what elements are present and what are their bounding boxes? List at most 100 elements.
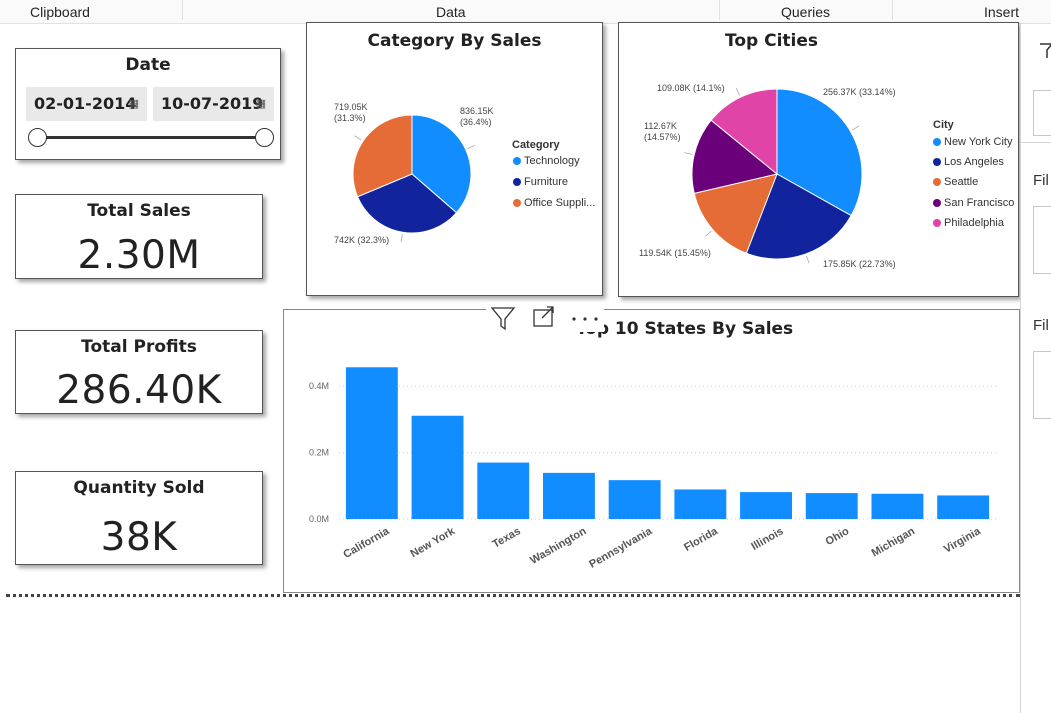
kpi-card-total-profits[interactable]: Total Profits 286.40K xyxy=(15,330,263,414)
leader-line xyxy=(467,145,475,150)
x-tick-label: Ohio xyxy=(824,525,852,548)
data-label: 175.85K (22.73%) xyxy=(823,259,896,269)
focus-mode-icon[interactable] xyxy=(533,306,554,327)
filter-drop-well[interactable] xyxy=(1033,206,1051,274)
bar-california[interactable] xyxy=(345,367,398,519)
filter-icon[interactable] xyxy=(1021,36,1051,76)
filter-drop-well[interactable] xyxy=(1033,351,1051,419)
bar-illinois[interactable] xyxy=(740,492,793,519)
bar-michigan[interactable] xyxy=(871,493,924,519)
legend-item[interactable]: San Francisco xyxy=(933,197,1014,209)
ribbon-group-queries[interactable]: Queries xyxy=(781,4,831,20)
data-label: 742K (32.3%) xyxy=(334,235,390,245)
date-start-value: 02-01-2014 xyxy=(34,94,137,113)
visual-header-toolbar xyxy=(486,302,604,332)
data-label: 836.15K (36.4%) xyxy=(460,106,494,127)
legend-item[interactable]: New York City xyxy=(933,136,1012,148)
leader-line xyxy=(354,135,362,141)
bar-pennsylvania[interactable] xyxy=(608,480,661,519)
leader-line xyxy=(400,234,403,243)
top-states-bar-chart[interactable]: Top 10 States By Sales 0.0M 0.2M 0.4M Calif… xyxy=(283,309,1020,593)
date-end-value: 10-07-2019 xyxy=(161,94,264,113)
x-tick-label: Illinois xyxy=(749,525,785,553)
pie-slice-office-suppli[interactable] xyxy=(352,114,413,198)
calendar-icon[interactable]: ▦ xyxy=(255,97,266,110)
bar-texas[interactable] xyxy=(477,462,530,519)
ribbon-group-insert[interactable]: Insert xyxy=(984,4,1020,20)
bar-florida[interactable] xyxy=(674,489,727,519)
leader-line xyxy=(684,152,693,155)
legend-item[interactable]: Furniture xyxy=(513,176,568,188)
pie-slice-los-angeles[interactable] xyxy=(745,173,852,260)
filter-icon[interactable] xyxy=(490,307,516,331)
date-slider-track[interactable] xyxy=(38,136,264,139)
date-start-input[interactable]: 02-01-2014 ▦ xyxy=(26,87,147,121)
pie-slice-seattle[interactable] xyxy=(693,173,778,254)
legend-title: City xyxy=(933,119,954,131)
y-tick-label: 0.4M xyxy=(309,381,329,391)
category-by-sales-chart[interactable]: Category By Sales 836.15K (36.4%) 719.05K… xyxy=(306,22,603,296)
chart-title: Top 10 States By Sales xyxy=(575,319,794,339)
x-tick-label: Michigan xyxy=(870,525,918,559)
pie-slice-san-francisco[interactable] xyxy=(691,119,779,195)
x-tick-label: California xyxy=(341,525,392,561)
leader-line xyxy=(735,87,741,96)
pie-slice-philadelphia[interactable] xyxy=(710,88,778,176)
bar-virginia[interactable] xyxy=(937,495,990,519)
pane-divider xyxy=(1021,142,1051,143)
x-tick-label: Pennsylvania xyxy=(587,525,655,571)
date-slider-start-handle[interactable] xyxy=(28,128,47,147)
pie-slice-new-york-city[interactable] xyxy=(776,88,863,217)
bar-washington[interactable] xyxy=(542,472,595,519)
date-slider-end-handle[interactable] xyxy=(255,128,274,147)
data-label: 112.67K (14.57%) xyxy=(644,121,681,142)
bar-ohio[interactable] xyxy=(805,493,858,519)
x-tick-label: Texas xyxy=(490,525,522,551)
x-tick-label: Washington xyxy=(528,525,588,567)
filters-pane: Fil Fil xyxy=(1020,24,1051,713)
data-label: 119.54K (15.45%) xyxy=(639,248,711,258)
x-tick-label: New York xyxy=(409,525,458,560)
legend-item[interactable]: Philadelphia xyxy=(933,217,1004,229)
y-tick-label: 0.0M xyxy=(309,514,329,524)
chart-title: Category By Sales xyxy=(367,31,542,51)
leader-line xyxy=(806,255,810,264)
date-end-input[interactable]: 10-07-2019 ▦ xyxy=(153,87,274,121)
ribbon: Clipboard Data Queries Insert xyxy=(0,0,1051,24)
legend-item[interactable]: Office Suppli... xyxy=(513,197,595,209)
filter-label: Fil xyxy=(1033,172,1049,189)
legend-title: Category xyxy=(512,139,560,151)
kpi-label: Total Sales xyxy=(87,201,191,221)
cities-pie-svg xyxy=(684,87,863,264)
leader-line xyxy=(705,230,712,237)
filter-search-box[interactable] xyxy=(1033,90,1051,136)
kpi-value: 286.40K xyxy=(56,368,222,413)
kpi-value: 2.30M xyxy=(77,233,201,278)
states-bar-svg: 0.0M 0.2M 0.4M California New York Texas Washi… xyxy=(309,367,996,571)
pie-slice-technology[interactable] xyxy=(411,114,472,214)
legend-item[interactable]: Seattle xyxy=(933,176,978,188)
legend-item[interactable]: Technology xyxy=(513,155,580,167)
ribbon-group-clipboard[interactable]: Clipboard xyxy=(30,4,90,20)
pie-slice-furniture[interactable] xyxy=(356,173,458,234)
ribbon-group-data[interactable]: Data xyxy=(436,4,466,20)
x-tick-label: Florida xyxy=(682,525,721,554)
category-pie-svg xyxy=(352,114,475,243)
kpi-label: Quantity Sold xyxy=(73,478,205,498)
data-label: 256.37K (33.14%) xyxy=(823,87,896,97)
kpi-card-total-sales[interactable]: Total Sales 2.30M xyxy=(15,194,263,279)
legend-item[interactable]: Los Angeles xyxy=(933,156,1004,168)
date-slicer[interactable]: Date 02-01-2014 ▦ 10-07-2019 ▦ xyxy=(15,48,281,160)
bar-new-york[interactable] xyxy=(411,415,464,519)
more-options-icon[interactable] xyxy=(572,317,598,321)
leader-line xyxy=(851,125,860,131)
kpi-label: Total Profits xyxy=(81,337,197,357)
calendar-icon[interactable]: ▦ xyxy=(128,97,139,110)
kpi-card-quantity-sold[interactable]: Quantity Sold 38K xyxy=(15,471,263,565)
visual-header-icons xyxy=(490,306,598,331)
x-tick-label: Virginia xyxy=(942,525,984,556)
page-boundary xyxy=(6,594,1020,597)
filter-label: Fil xyxy=(1033,317,1049,334)
top-cities-chart[interactable]: Top Cities 256.37K (33.14%) 109.08K (14.… xyxy=(618,22,1019,297)
